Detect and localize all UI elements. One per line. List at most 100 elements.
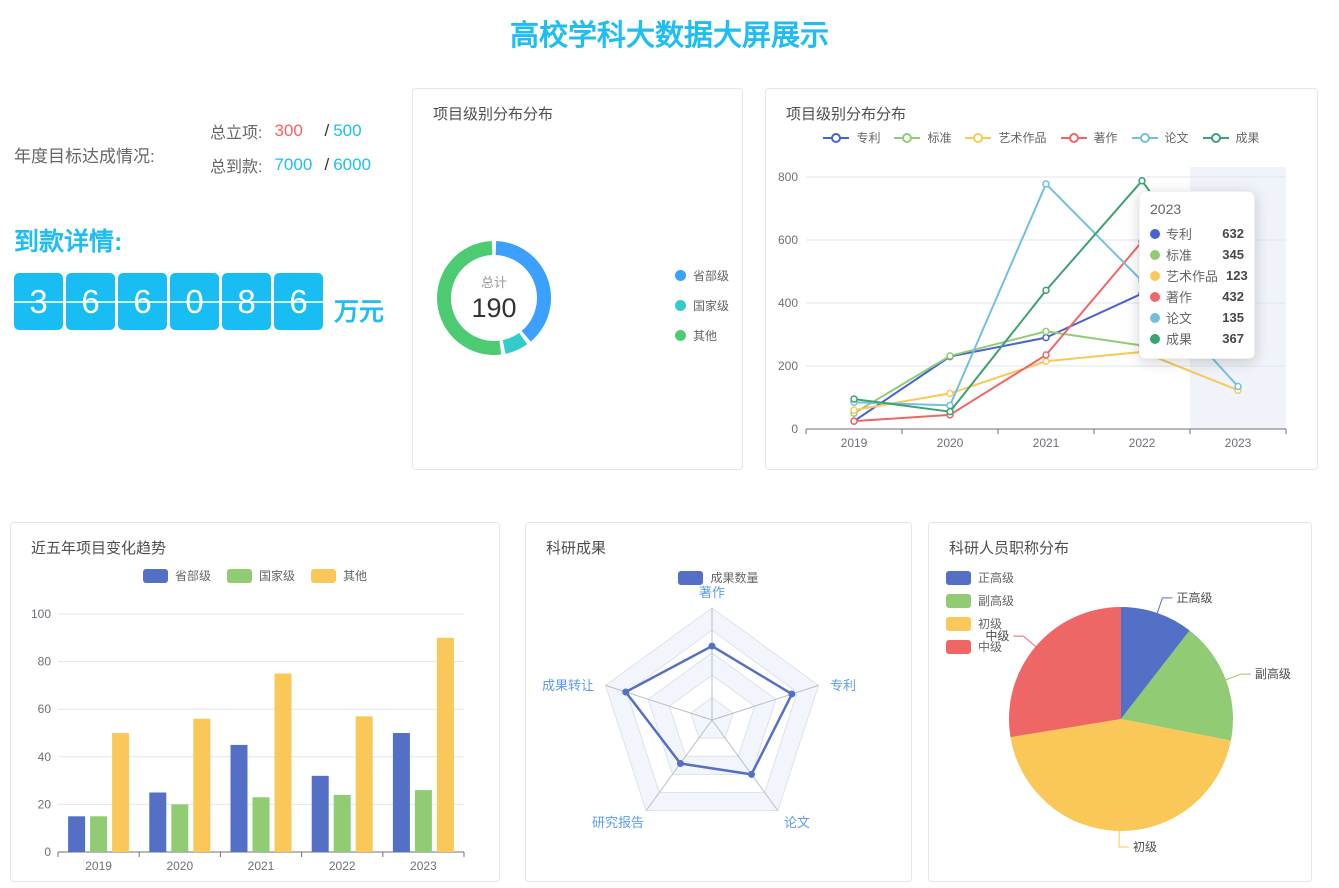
flip-digit: 8 bbox=[222, 273, 271, 330]
staff-title-pie-card: 科研人员职称分布 正高级 副高级 初级 中级 正高级 副高级 初级 中级 bbox=[928, 522, 1312, 882]
legend-marker bbox=[311, 568, 336, 583]
bar-国家级-2021[interactable] bbox=[252, 797, 270, 852]
bar-其他-2022[interactable] bbox=[355, 716, 373, 852]
pie-slice-中级[interactable] bbox=[1008, 607, 1121, 738]
total-projects-row: 总立项: 300 / 500 bbox=[210, 118, 371, 144]
bar-chart[interactable]: 0 20 40 60 80 100 2019 2020 2021 2022 2023 bbox=[11, 589, 501, 888]
bar-省部级-2022[interactable] bbox=[311, 775, 329, 852]
radar-point-专利[interactable] bbox=[788, 690, 796, 698]
data-point-成果-2021[interactable] bbox=[1042, 286, 1050, 295]
donut-slice-国家级[interactable] bbox=[502, 332, 528, 354]
data-point-标准-2021[interactable] bbox=[1042, 327, 1050, 336]
radar-point-研究报告[interactable] bbox=[676, 759, 684, 767]
line-legend-marker bbox=[823, 132, 850, 144]
legend-label: 国家级 bbox=[258, 569, 295, 583]
radar-series-成果数量[interactable] bbox=[624, 644, 794, 776]
bar-其他-2021[interactable] bbox=[274, 673, 292, 853]
bar-国家级-2020[interactable] bbox=[171, 804, 189, 852]
tooltip-series-name: 成果 bbox=[1166, 332, 1193, 347]
legend-label: 论文 bbox=[1164, 131, 1189, 145]
bar-省部级-2023[interactable] bbox=[392, 733, 410, 852]
bar-其他-2020[interactable] bbox=[193, 718, 211, 852]
legend-item-其他[interactable]: 其他 bbox=[675, 327, 729, 344]
legend-marker bbox=[675, 330, 686, 341]
legend-item-其他[interactable]: 其他 bbox=[311, 567, 367, 584]
donut-slice-省部级[interactable] bbox=[495, 241, 551, 342]
bar-其他-2023[interactable] bbox=[436, 637, 454, 852]
tooltip-series-dot bbox=[1150, 312, 1160, 323]
arrival-detail-title: 到款详情: bbox=[14, 228, 123, 256]
bar-其他-2019[interactable] bbox=[112, 733, 130, 852]
data-point-艺术作品-2019[interactable] bbox=[850, 406, 858, 414]
data-point-成果-2022[interactable] bbox=[1138, 177, 1146, 185]
tooltip-series-name: 艺术作品 bbox=[1166, 269, 1219, 284]
y-axis-tick: 0 bbox=[44, 845, 51, 859]
pie-slice-正高级[interactable] bbox=[1121, 607, 1190, 719]
legend-label: 省部级 bbox=[174, 569, 211, 583]
tooltip-series-name: 专利 bbox=[1166, 227, 1193, 242]
line-legend-marker bbox=[1202, 132, 1229, 144]
data-point-著作-2021[interactable] bbox=[1042, 351, 1050, 359]
flip-digit: 6 bbox=[66, 273, 115, 330]
pie-label-初级: 初级 bbox=[1133, 840, 1157, 854]
pie-slice-副高级[interactable] bbox=[1121, 630, 1233, 741]
x-axis-tick: 2023 bbox=[1225, 436, 1252, 450]
y-axis-tick: 400 bbox=[778, 296, 798, 310]
y-axis-tick: 40 bbox=[38, 750, 52, 764]
legend-label: 成果数量 bbox=[710, 571, 759, 585]
page-title: 高校学科大数据大屏展示 bbox=[509, 20, 829, 52]
total-funds-target: 6000 bbox=[333, 155, 372, 174]
legend-item-正高级[interactable]: 正高级 bbox=[946, 569, 1014, 586]
legend-item-成果数量[interactable]: 成果数量 bbox=[678, 569, 759, 586]
data-point-专利-2021[interactable] bbox=[1042, 333, 1050, 342]
legend-item-艺术作品[interactable]: 艺术作品 bbox=[965, 129, 1047, 146]
bar-省部级-2021[interactable] bbox=[230, 744, 248, 852]
legend-item-成果[interactable]: 成果 bbox=[1202, 129, 1260, 146]
line-legend-marker bbox=[1131, 132, 1158, 144]
legend-item-标准[interactable]: 标准 bbox=[894, 129, 951, 146]
data-point-论文-2023[interactable] bbox=[1234, 382, 1242, 391]
data-point-标准-2020[interactable] bbox=[946, 352, 954, 360]
legend-marker bbox=[142, 568, 168, 583]
legend-item-省部级[interactable]: 省部级 bbox=[675, 267, 729, 284]
donut-chart[interactable] bbox=[429, 233, 559, 363]
data-point-艺术作品-2020[interactable] bbox=[946, 389, 954, 398]
data-point-艺术作品-2021[interactable] bbox=[1042, 357, 1050, 366]
legend-item-著作[interactable]: 著作 bbox=[1060, 129, 1118, 146]
total-projects-target: 500 bbox=[333, 121, 362, 140]
legend-item-副高级[interactable]: 副高级 bbox=[946, 592, 1014, 609]
bar-国家级-2022[interactable] bbox=[333, 794, 351, 852]
legend-item-初级[interactable]: 初级 bbox=[946, 615, 1014, 632]
x-axis-tick: 2019 bbox=[85, 859, 112, 873]
legend-item-论文[interactable]: 论文 bbox=[1131, 129, 1189, 146]
data-point-成果-2020[interactable] bbox=[946, 407, 954, 416]
pie-slice-初级[interactable] bbox=[1010, 719, 1231, 832]
legend-item-专利[interactable]: 专利 bbox=[823, 129, 880, 146]
legend-item-省部级[interactable]: 省部级 bbox=[142, 567, 211, 584]
data-point-论文-2021[interactable] bbox=[1042, 180, 1050, 188]
slash-separator: / bbox=[324, 121, 330, 140]
radar-point-论文[interactable] bbox=[748, 770, 755, 778]
legend-label: 省部级 bbox=[693, 269, 730, 283]
radar-point-成果转让[interactable] bbox=[622, 688, 630, 696]
donut-slice-其他[interactable] bbox=[437, 241, 502, 355]
data-point-著作-2019[interactable] bbox=[850, 417, 858, 425]
tooltip-series-value: 432 bbox=[1222, 289, 1244, 304]
legend-item-中级[interactable]: 中级 bbox=[946, 638, 1014, 655]
legend-label: 艺术作品 bbox=[998, 131, 1047, 145]
tooltip-row: 成果 367 bbox=[1150, 328, 1244, 349]
legend-item-国家级[interactable]: 国家级 bbox=[226, 567, 295, 584]
research-results-radar-card: 科研成果 成果数量 著作 专利 论文 研究报告 成果转让 bbox=[525, 522, 912, 882]
bar-国家级-2019[interactable] bbox=[90, 816, 108, 852]
bar-国家级-2023[interactable] bbox=[414, 790, 432, 852]
legend-item-国家级[interactable]: 国家级 bbox=[675, 297, 729, 314]
bar-省部级-2019[interactable] bbox=[68, 816, 86, 852]
x-axis-tick: 2022 bbox=[329, 859, 356, 873]
data-point-成果-2019[interactable] bbox=[850, 395, 858, 403]
bar-省部级-2020[interactable] bbox=[149, 792, 167, 853]
radar-point-著作[interactable] bbox=[708, 642, 716, 650]
